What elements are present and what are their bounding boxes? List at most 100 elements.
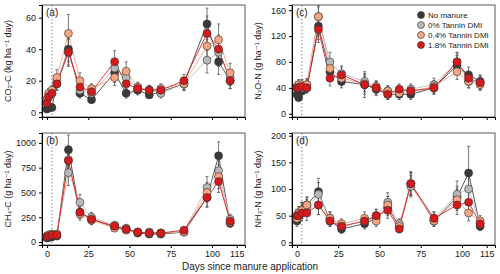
- error-bar-cap: [148, 85, 151, 86]
- data-point: [372, 84, 380, 92]
- error-bar-cap: [456, 181, 459, 182]
- data-point: [326, 74, 334, 82]
- error-bar-cap: [467, 146, 470, 147]
- error-bar-cap: [67, 39, 70, 40]
- data-point: [64, 157, 72, 165]
- data-point: [111, 221, 119, 229]
- series-line: [47, 160, 230, 236]
- y-tick-mark: [289, 162, 292, 163]
- data-point: [314, 190, 322, 198]
- y-tick: 40: [26, 45, 42, 55]
- error-bar-cap: [317, 214, 320, 215]
- x-tick-label: 0: [295, 249, 300, 259]
- data-point: [465, 209, 473, 217]
- x-tick-label: 100: [205, 249, 220, 259]
- error-bar-cap: [217, 192, 220, 193]
- error-bar-cap: [55, 69, 58, 70]
- data-point: [203, 29, 211, 37]
- error-bar-cap: [90, 83, 93, 84]
- data-point: [76, 208, 84, 216]
- error-bar-cap: [159, 83, 162, 84]
- data-point: [157, 229, 165, 237]
- x-tick-mark: [212, 245, 213, 248]
- error-bar-cap: [375, 95, 378, 96]
- y-tick: 80: [276, 57, 292, 67]
- x-axis-title: Days since manure application: [182, 261, 318, 272]
- x-tick: [421, 117, 422, 120]
- y-tick-label: 0: [31, 237, 36, 247]
- x-tick-mark: [487, 245, 488, 248]
- data-point: [134, 228, 142, 236]
- error-bar-cap: [386, 85, 389, 86]
- y-tick: 0: [281, 238, 292, 248]
- error-bar-cap: [182, 74, 185, 75]
- data-point: [53, 230, 61, 238]
- data-point: [180, 226, 188, 234]
- y-tick-mark: [289, 88, 292, 89]
- data-point: [314, 13, 322, 21]
- data-point: [215, 36, 223, 44]
- x-tick-label: 115: [230, 249, 244, 259]
- x-tick: 100: [205, 245, 220, 259]
- x-tick: 75: [416, 245, 426, 259]
- x-tick: 0: [45, 245, 50, 259]
- data-point: [64, 48, 72, 56]
- y-axis: 04080120160: [271, 6, 293, 120]
- error-bar-cap: [340, 65, 343, 66]
- x-tick-mark: [297, 245, 298, 248]
- y-tick-mark: [39, 192, 42, 193]
- data-point: [111, 74, 119, 82]
- data-point: [88, 215, 96, 223]
- x-tick: [212, 117, 213, 120]
- error-bar-cap: [206, 72, 209, 73]
- error-bar-cap: [182, 90, 185, 91]
- error-bar-cap: [328, 226, 331, 227]
- data-point: [157, 229, 165, 237]
- plot-frame: [42, 5, 245, 117]
- y-tick-label: 40: [26, 45, 36, 55]
- x-axis-line: [43, 246, 246, 249]
- data-point: [476, 220, 484, 228]
- legend-item: 1.8% Tannin DMI: [418, 41, 489, 50]
- data-point: [145, 229, 153, 237]
- error-bar-cap: [78, 72, 81, 73]
- data-point: [203, 20, 211, 28]
- x-tick-label: 25: [84, 249, 94, 259]
- legend-label: 0.4% Tannin DMI: [428, 31, 489, 40]
- x-tick-label: 100: [455, 249, 470, 259]
- error-bar-cap: [386, 218, 389, 219]
- x-tick-mark: [88, 117, 89, 120]
- y-tick-mark: [39, 81, 42, 82]
- x-tick: [462, 117, 463, 120]
- error-bar-cap: [456, 79, 459, 80]
- error-bar-cap: [67, 134, 70, 135]
- error-bar-cap: [229, 88, 232, 89]
- error-bar-cap: [479, 215, 482, 216]
- y-tick-label: 0: [31, 108, 36, 118]
- x-tick: [237, 117, 238, 120]
- data-point: [453, 201, 461, 209]
- error-bar-cap: [363, 97, 366, 98]
- x-tick-mark: [47, 117, 48, 120]
- error-bar-cap: [78, 220, 81, 221]
- error-bar-cap: [432, 93, 435, 94]
- error-bar-cap: [182, 90, 185, 91]
- data-point: [122, 225, 130, 233]
- error-bar-cap: [386, 196, 389, 197]
- error-bar-cap: [432, 211, 435, 212]
- x-tick: [47, 117, 48, 120]
- x-axis: 0255075100115: [293, 245, 496, 259]
- data-point: [76, 208, 84, 216]
- x-tick: 50: [125, 245, 135, 259]
- error-bar-cap: [229, 88, 232, 89]
- error-bar-cap: [340, 67, 343, 68]
- error-bar-cap: [305, 78, 308, 79]
- error-bar-cap: [386, 192, 389, 193]
- error-bar-cap: [479, 76, 482, 77]
- x-tick: 100: [455, 245, 470, 259]
- x-tick: 75: [166, 245, 176, 259]
- data-point: [88, 216, 96, 224]
- error-bar-cap: [217, 66, 220, 67]
- error-bar-cap: [363, 229, 366, 230]
- series-line: [47, 33, 230, 102]
